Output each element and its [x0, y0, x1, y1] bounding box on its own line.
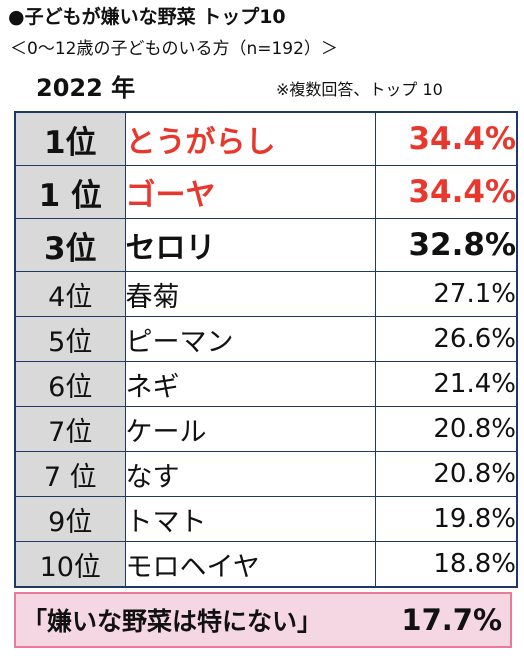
rank-cell: 4位 [14, 271, 126, 317]
rank-cell: 7位 [14, 406, 126, 452]
percent-cell: 20.8% [374, 406, 518, 452]
note-label: ※複数回答、トップ 10 [276, 80, 443, 99]
rank-cell: 7 位 [14, 451, 126, 497]
table-row: 10位 モロヘイヤ 18.8% [14, 541, 518, 588]
table-row: 9位 トマト 19.8% [14, 496, 518, 542]
summary-box: 「嫌いな野菜は特にない」 17.7% [14, 592, 512, 648]
rank-cell: 6位 [14, 361, 126, 407]
table-row: 7 位 なす 20.8% [14, 451, 518, 497]
percent-cell: 18.8% [374, 541, 518, 588]
vegetable-cell: とうがらし [124, 111, 376, 166]
table-row: 1 位 ゴーヤ 34.4% [14, 165, 518, 219]
vegetable-cell: セロリ [124, 218, 376, 272]
table-row: 3位 セロリ 32.8% [14, 218, 518, 272]
percent-cell: 19.8% [374, 496, 518, 542]
rank-cell: 5位 [14, 316, 126, 362]
ranking-table: 1位 とうがらし 34.4% 1 位 ゴーヤ 34.4% 3位 セロリ 32.8… [14, 111, 518, 588]
percent-cell: 34.4% [374, 111, 518, 166]
rank-cell: 3位 [14, 218, 126, 272]
percent-cell: 32.8% [374, 218, 518, 272]
rank-cell: 1位 [14, 111, 126, 166]
vegetable-cell: ネギ [124, 361, 376, 407]
table-row: 1位 とうがらし 34.4% [14, 111, 518, 166]
table-row: 4位 春菊 27.1% [14, 271, 518, 317]
percent-cell: 27.1% [374, 271, 518, 317]
chart-subtitle: ＜0～12歳の子どものいる方（n=192）＞ [10, 39, 338, 59]
rank-cell: 10位 [14, 541, 126, 588]
vegetable-cell: ピーマン [124, 316, 376, 362]
vegetable-cell: 春菊 [124, 271, 376, 317]
table-row: 6位 ネギ 21.4% [14, 361, 518, 407]
percent-cell: 20.8% [374, 451, 518, 497]
year-label: 2022 年 [36, 74, 136, 102]
summary-value: 17.7% [401, 603, 502, 637]
vegetable-cell: ケール [124, 406, 376, 452]
rank-cell: 9位 [14, 496, 126, 542]
vegetable-cell: ゴーヤ [124, 165, 376, 219]
percent-cell: 26.6% [374, 316, 518, 362]
vegetable-cell: なす [124, 451, 376, 497]
vegetable-cell: トマト [124, 496, 376, 542]
chart-title: ●子どもが嫌いな野菜 トップ10 [8, 6, 286, 28]
rank-cell: 1 位 [14, 165, 126, 219]
vegetable-cell: モロヘイヤ [124, 541, 376, 588]
summary-label: 「嫌いな野菜は特にない」 [22, 607, 323, 636]
percent-cell: 21.4% [374, 361, 518, 407]
percent-cell: 34.4% [374, 165, 518, 219]
table-row: 7位 ケール 20.8% [14, 406, 518, 452]
table-row: 5位 ピーマン 26.6% [14, 316, 518, 362]
